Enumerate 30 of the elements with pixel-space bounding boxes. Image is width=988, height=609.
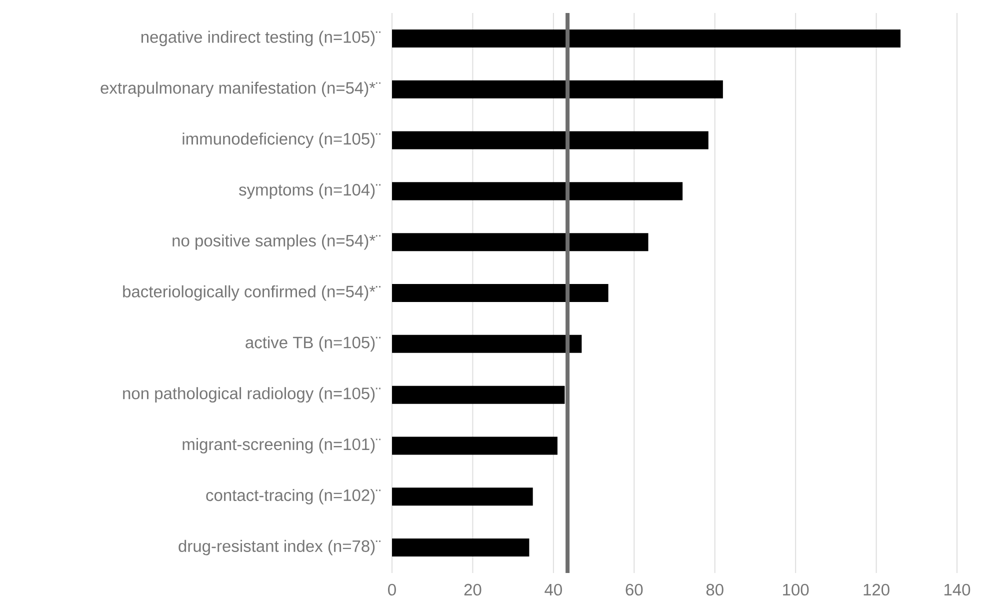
x-tick-label: 100 [783,584,809,596]
x-tick-label: 140 [944,584,970,596]
y-tick-label: migrant-screening (n=101)¨ [182,438,380,454]
bar [392,284,608,302]
y-tick-label: contact-tracing (n=102)¨ [206,488,380,504]
bar [392,538,530,557]
y-tick-label: extrapulmonary manifestation (n=54)*¨ [100,82,380,98]
bar [392,233,648,252]
y-tick-label: no positive samples (n=54)*¨ [172,234,380,250]
bar [392,488,533,506]
y-tick-label: active TB (n=105)¨ [246,336,380,352]
bar [392,334,582,353]
x-tick-label: 80 [706,584,724,596]
bar [392,29,901,48]
bar [392,386,565,404]
y-tick-label: negative indirect testing (n=105)¨ [141,30,380,46]
x-tick-label: 20 [464,584,482,596]
x-tick-label: 0 [388,584,396,596]
bar [392,131,708,150]
bar [392,436,558,455]
bar [392,182,683,200]
bar [392,80,723,98]
x-tick-label: 40 [544,584,562,596]
y-tick-label: non pathological radiology (n=105)¨ [123,387,380,403]
x-tick-label: 60 [626,584,643,596]
x-tick-label: 120 [864,584,890,596]
y-tick-label: bacteriologically confirmed (n=54)*¨ [123,285,380,301]
y-tick-label: drug-resistant index (n=78)¨ [178,540,380,556]
y-tick-label: immunodeficiency (n=105)¨ [182,132,380,148]
y-tick-label: symptoms (n=104)¨ [239,184,380,199]
